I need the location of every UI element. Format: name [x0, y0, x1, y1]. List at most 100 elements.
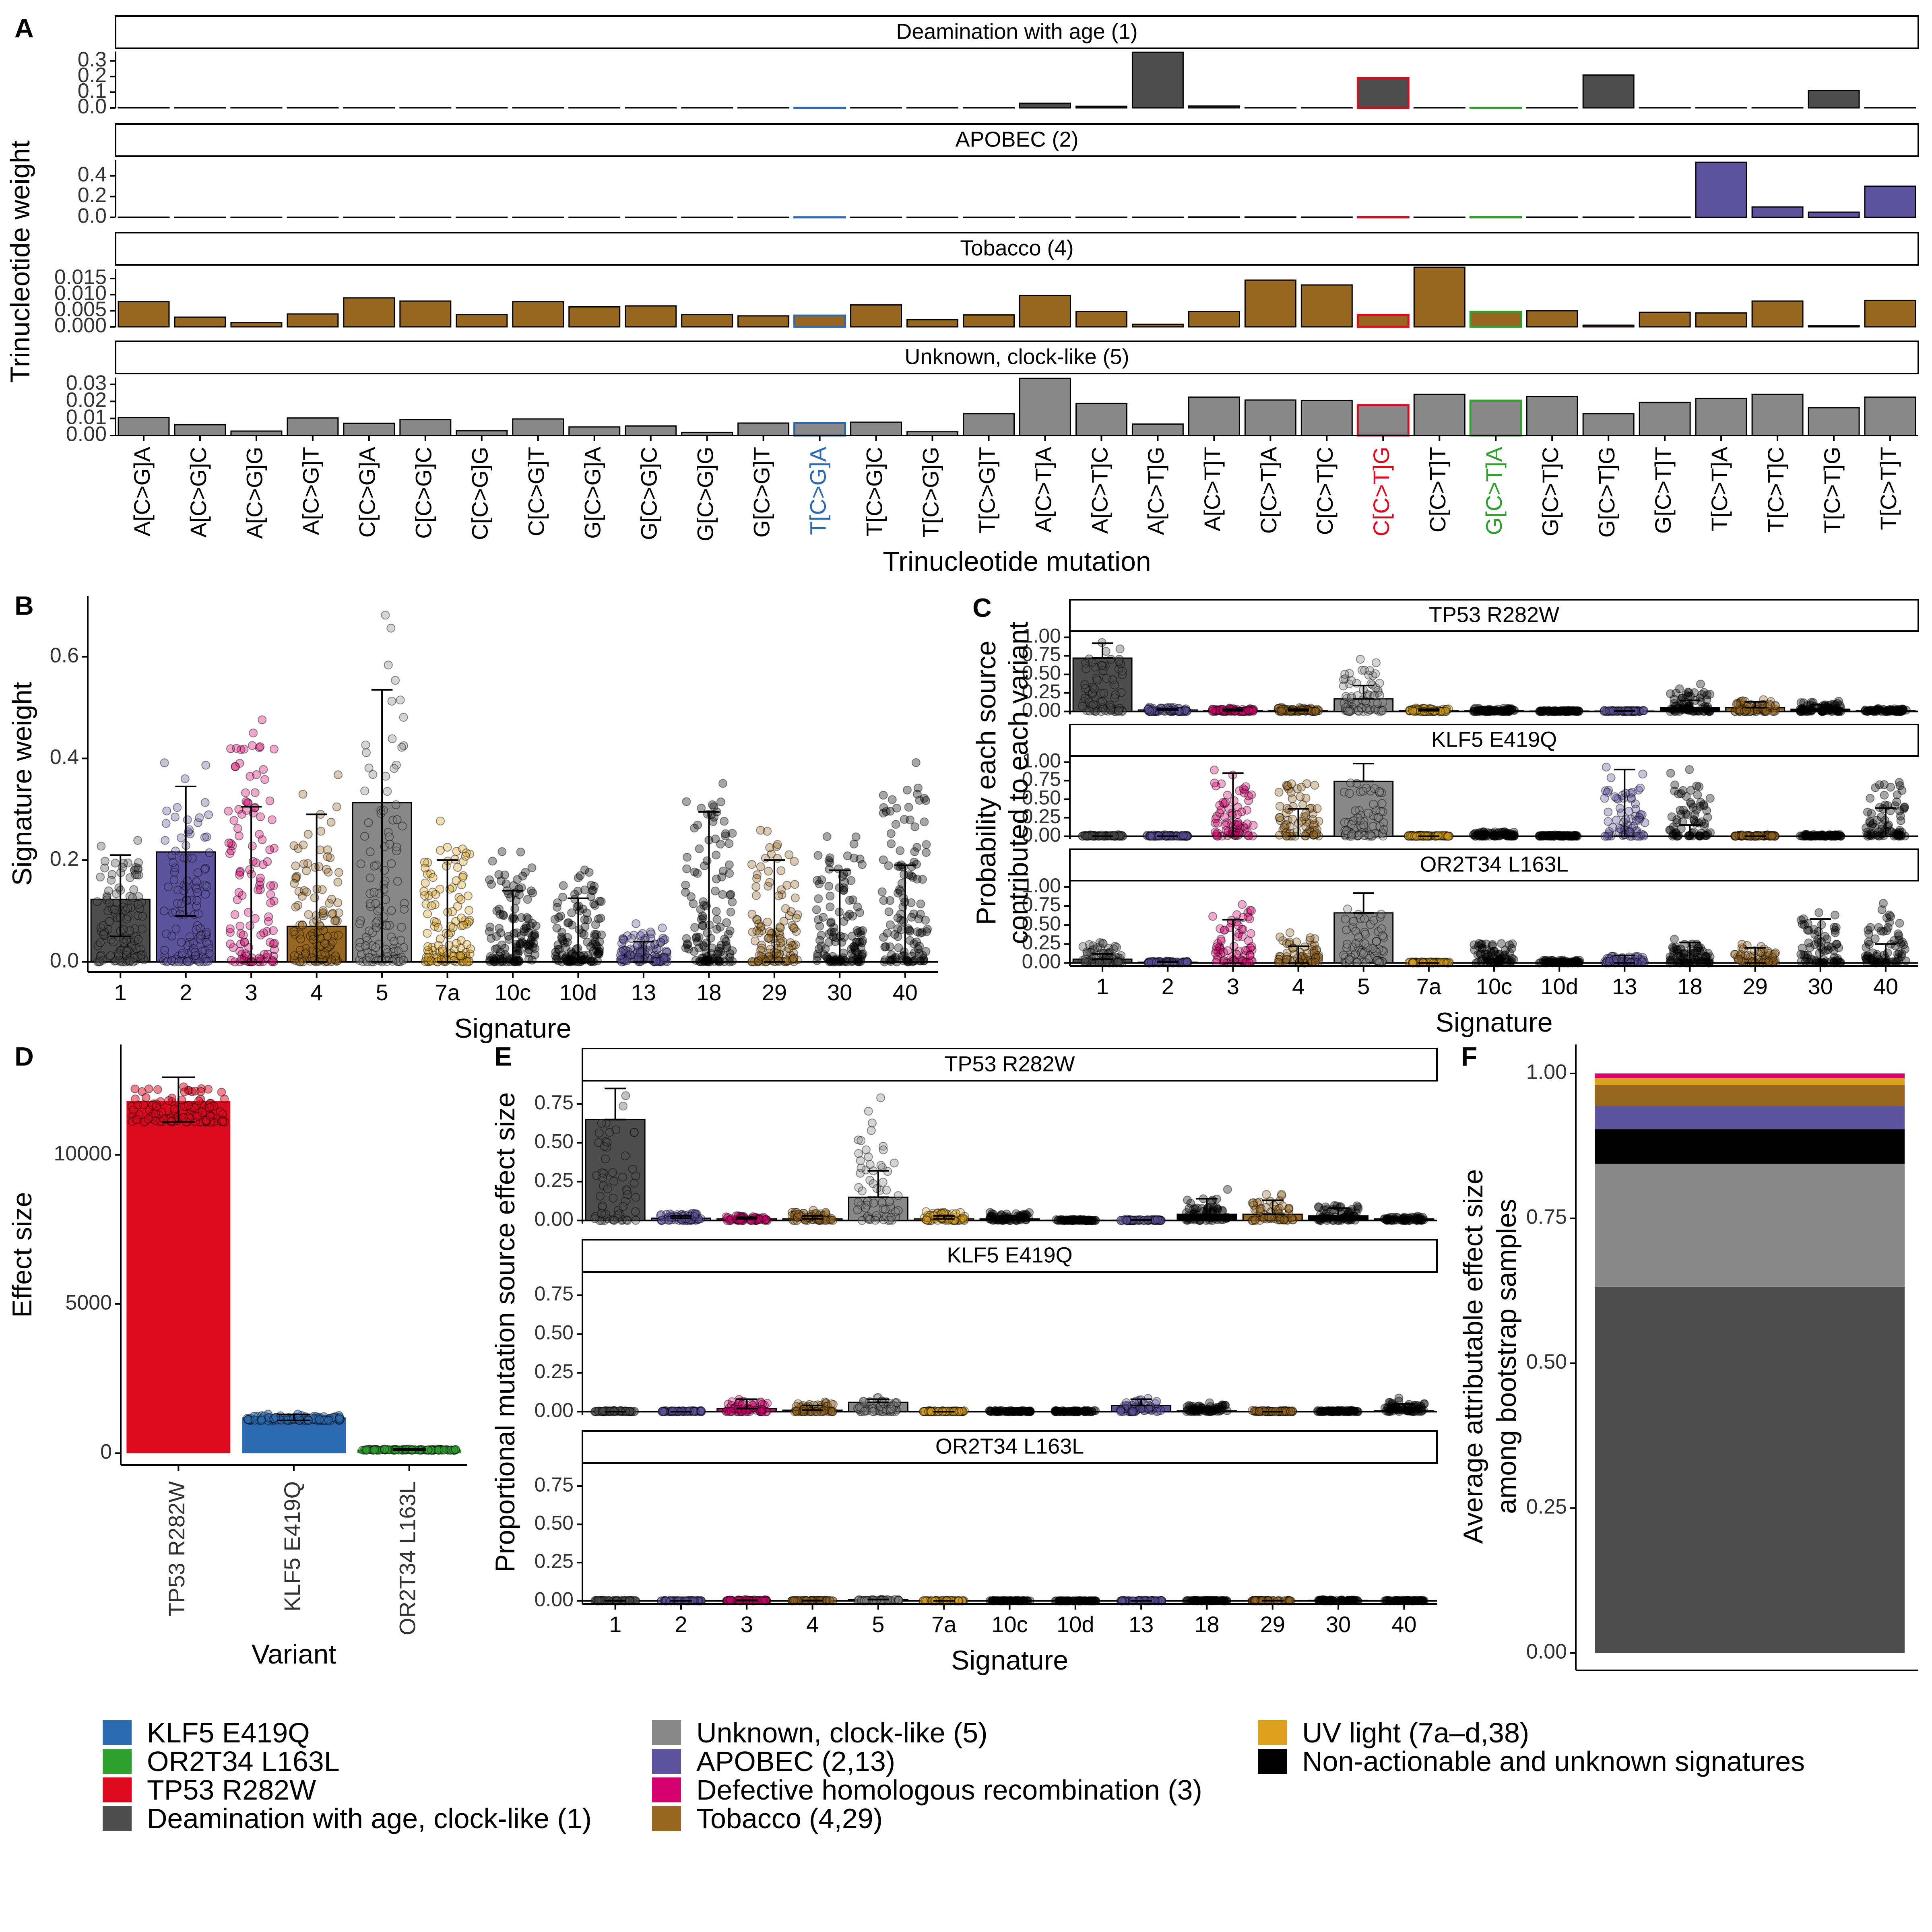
panel-c-facet-3-3-point — [1216, 924, 1225, 933]
panel-b-4-point — [319, 911, 328, 921]
panel-c-facet-1-1-point — [1099, 689, 1108, 698]
panel-b-2-point — [173, 803, 182, 812]
panel-b-3-point — [237, 810, 246, 819]
panel-a-facet-4-bar — [1019, 378, 1071, 436]
panel-c-facet-2-5-point — [1377, 799, 1387, 808]
panel-b-2-point — [192, 925, 201, 934]
panel-c-facet-2-5-point — [1351, 806, 1360, 815]
panel-c-facet-2-3-point — [1230, 796, 1239, 805]
panel-c-facet-1-18-point — [1696, 679, 1705, 689]
panel-c-facet-2-3-point — [1222, 826, 1231, 835]
panel-c-facet-1-1-point — [1081, 684, 1090, 693]
panel-b-10d-point — [589, 899, 599, 908]
panel-c-facet-2-5-point — [1345, 789, 1354, 798]
panel-c-facet-3-40-point — [1866, 923, 1875, 932]
panel-b-10d-point — [577, 929, 586, 938]
panel-b-2-point — [178, 951, 186, 960]
panel-d-tick-label: 0 — [100, 1440, 112, 1463]
panel-b-1-point — [96, 923, 105, 933]
panel-c-facet-3-4-point — [1306, 933, 1315, 942]
panel-a-facet-3-bar — [625, 305, 677, 328]
panel-b-2-point — [160, 758, 169, 768]
panel-c-facet-1-5-point — [1375, 679, 1384, 688]
panel-c-facet-2-18-point — [1666, 769, 1675, 778]
panel-b-1-point — [93, 897, 102, 906]
panel-a-facet-4-bar — [1356, 404, 1410, 437]
panel-c-facet-1-7a-point — [1408, 706, 1418, 716]
panel-c-facet-1-29-point — [1766, 701, 1775, 710]
panel-c-facet-3-30-point — [1833, 956, 1843, 965]
panel-b-1-point — [107, 870, 117, 879]
panel-c-facet-2-4-point — [1275, 802, 1284, 811]
panel-a-facet-4-bar — [1131, 423, 1184, 436]
panel-b-5-point — [384, 661, 393, 670]
panel-b-30-point — [822, 953, 832, 962]
panel-b-5-point — [394, 957, 404, 966]
panel-b-5-point — [392, 946, 401, 956]
panel-b-4-point — [291, 861, 300, 871]
panel-b-7a-point — [424, 953, 433, 962]
panel-b-18-point — [716, 840, 725, 849]
panel-a-facet-4-bar — [1413, 394, 1466, 436]
panel-c-facet-2-40-point — [1865, 818, 1874, 827]
panel-b-40-point — [893, 924, 902, 933]
panel-a-facet-3-bar — [1639, 312, 1691, 328]
panel-a-facet-4-bar — [399, 419, 452, 436]
panel-c-facet-2-13-point — [1604, 807, 1613, 817]
panel-b-1-point — [105, 898, 114, 907]
panel-c-facet-1-10d-point — [1538, 707, 1547, 716]
panel-b-40-point — [921, 796, 931, 805]
panel-c-facet-3-5-point — [1352, 958, 1362, 967]
panel-c-facet-2-13-point — [1621, 815, 1630, 824]
panel-a-facet-2-bar — [1808, 211, 1860, 218]
panel-a-x-tick-label: T[C>G]A — [805, 446, 830, 535]
panel-b-3-point — [235, 947, 244, 956]
panel-b-5-point — [392, 957, 402, 966]
panel-b-30-point — [814, 894, 823, 903]
panel-b-18-point — [712, 925, 721, 934]
panel-b-1-point — [122, 956, 132, 965]
panel-b-5-point — [388, 815, 398, 825]
panel-a-x-tick-label: C[C>T]T — [1425, 447, 1450, 533]
panel-b-2-point — [170, 863, 180, 873]
panel-c-facet-3-4-point — [1276, 932, 1284, 941]
panel-a-facet-4-strip — [115, 341, 1919, 374]
panel-b-2-point — [199, 957, 208, 966]
panel-b-10d-point — [595, 937, 604, 946]
panel-a-facet-3-bar — [1019, 295, 1071, 328]
panel-a-x-tick-label: G[C>T]A — [1481, 446, 1507, 535]
panel-b-5-point — [392, 846, 401, 856]
panel-b-29-point — [774, 891, 783, 900]
panel-a-facet-3-bar — [1526, 310, 1578, 328]
panel-b-2-point — [202, 927, 211, 937]
panel-c-facet-3-1-points — [1078, 938, 1127, 968]
panel-b-7a-point — [462, 940, 471, 949]
panel-b-3-point — [268, 956, 277, 965]
panel-b-40-point — [920, 817, 929, 826]
panel-c-facet-1-1-point — [1102, 674, 1111, 683]
panel-b-18-point — [728, 829, 737, 838]
panel-b-1-point — [128, 957, 138, 966]
panel-c-facet-3-40-point — [1865, 940, 1874, 949]
panel-b-30-point — [843, 851, 852, 861]
panel-b-30-point — [855, 855, 865, 864]
panel-a-facet-4-bar — [963, 413, 1015, 436]
panel-label-d: D — [14, 1041, 34, 1071]
panel-c-facet-3-5-point — [1343, 904, 1352, 914]
panel-b-29-point — [791, 893, 800, 902]
panel-b-3-point — [266, 881, 275, 890]
panel-c-facet-3-13-point — [1638, 958, 1647, 966]
panel-b-29-point — [764, 933, 774, 943]
panel-a-facet-1-bar — [287, 107, 339, 109]
panel-c-facet-1-1-point — [1090, 684, 1099, 694]
panel-c-facet-3-strip-label: OR2T34 L163L — [1420, 852, 1568, 876]
panel-b-7a-point — [465, 916, 475, 925]
panel-b-1-point — [111, 956, 120, 965]
panel-b-7a-point — [454, 893, 464, 902]
panel-b-18-point — [722, 918, 731, 927]
panel-c-facet-1-18-point — [1666, 689, 1675, 698]
panel-b-7a-point — [423, 929, 432, 938]
panel-b-5-point — [372, 918, 381, 927]
panel-b-4-point — [333, 956, 342, 965]
